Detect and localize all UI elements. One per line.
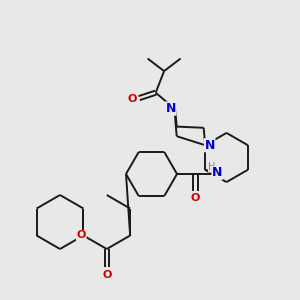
- Text: N: N: [205, 139, 215, 152]
- Text: O: O: [76, 230, 86, 241]
- Text: O: O: [102, 269, 112, 280]
- Text: O: O: [191, 193, 200, 203]
- Text: H: H: [208, 162, 215, 172]
- Text: N: N: [166, 102, 176, 115]
- Text: N: N: [212, 166, 222, 179]
- Text: O: O: [128, 94, 137, 104]
